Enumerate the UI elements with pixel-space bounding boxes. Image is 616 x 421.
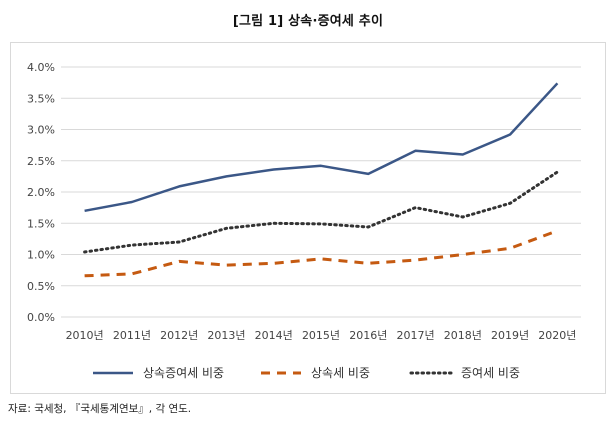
x-tick-label: 2010년: [66, 329, 104, 342]
y-tick-label: 2.0%: [27, 186, 55, 199]
legend-label: 상속세 비중: [311, 366, 370, 380]
x-tick-label: 2018년: [444, 329, 482, 342]
x-tick-label: 2011년: [113, 329, 151, 342]
legend-label: 증여세 비중: [461, 366, 520, 380]
x-tick-label: 2014년: [255, 329, 293, 342]
y-tick-label: 1.0%: [27, 249, 55, 262]
series-line: [84, 229, 558, 278]
x-tick-label: 2020년: [538, 329, 576, 342]
y-tick-label: 2.5%: [27, 155, 55, 168]
series-line: [83, 170, 559, 254]
x-tick-label: 2017년: [396, 329, 434, 342]
y-tick-label: 0.0%: [27, 311, 55, 324]
figure-title: [그림 1] 상속·증여세 추이: [232, 14, 384, 29]
x-tick-label: 2019년: [491, 329, 529, 342]
line-chart: 0.0% 0.5% 1.0% 1.5% 2.0% 2.5% 3.0% 3.5% 4.0% 2010…: [27, 61, 581, 380]
y-tick-label: 4.0%: [27, 61, 55, 74]
y-tick-label: 3.0%: [27, 124, 55, 137]
legend-label: 상속증여세 비중: [143, 366, 224, 380]
source-note: 자료: 국세청, 『국세통계연보』, 각 연도.: [8, 403, 192, 415]
y-tick-label: 0.5%: [27, 280, 55, 293]
y-tick-label: 1.5%: [27, 217, 55, 230]
chart-frame: 0.0% 0.5% 1.0% 1.5% 2.0% 2.5% 3.0% 3.5% 4.0% 2010…: [10, 42, 606, 394]
y-tick-label: 3.5%: [27, 92, 55, 105]
x-tick-label: 2013년: [207, 329, 245, 342]
x-tick-label: 2016년: [349, 329, 387, 342]
x-tick-label: 2015년: [302, 329, 340, 342]
series-line: [84, 82, 559, 213]
x-tick-label: 2012년: [160, 329, 198, 342]
